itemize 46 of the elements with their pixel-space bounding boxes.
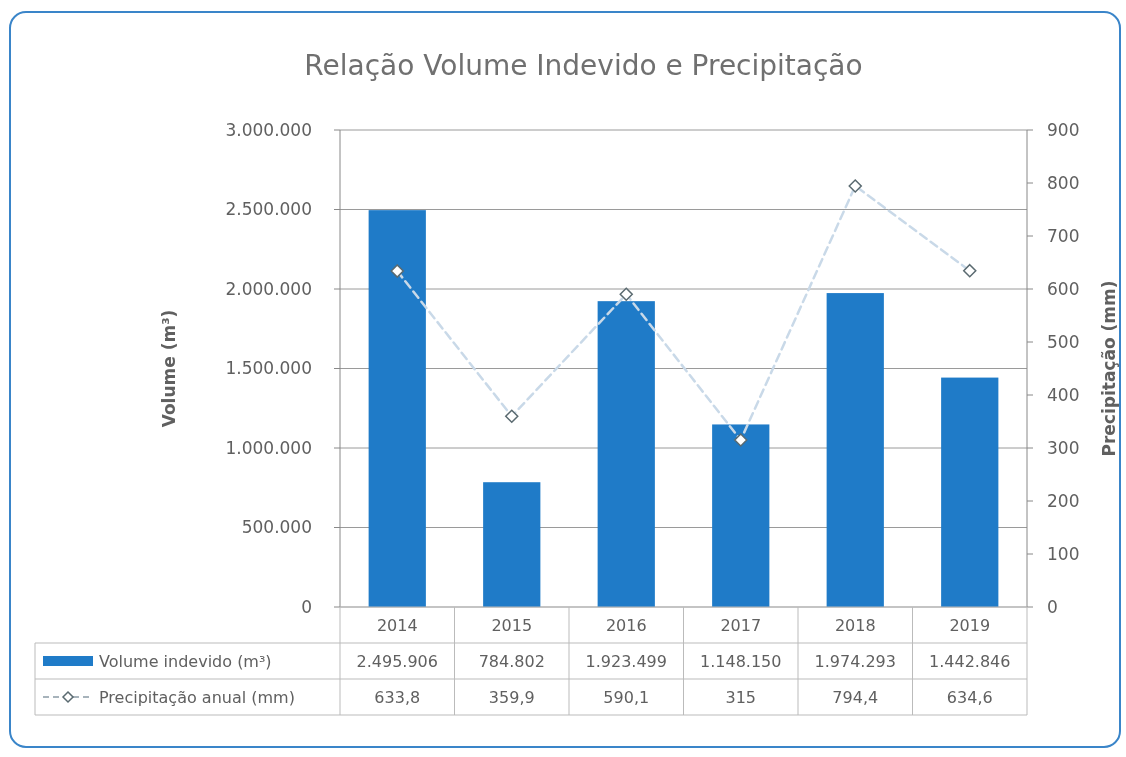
data-label: 794,4 <box>832 687 879 707</box>
legend-label: Precipitação anual (mm) <box>99 687 295 707</box>
y2-tick-label: 200 <box>1047 490 1080 511</box>
data-label: 784.802 <box>478 651 545 671</box>
y2-tick-label: 0 <box>1047 596 1058 617</box>
bar <box>941 377 999 607</box>
y2-tick-label: 600 <box>1047 278 1080 299</box>
y2-tick-label: 700 <box>1047 225 1080 246</box>
data-label: 2.495.906 <box>356 651 438 671</box>
data-label: 359,9 <box>488 687 535 707</box>
x-tick-label: 2019 <box>949 615 991 635</box>
chart-title: Relação Volume Indevido e Precipitação <box>304 49 863 82</box>
x-tick-label: 2018 <box>834 615 876 635</box>
y2-tick-label: 800 <box>1047 172 1080 193</box>
data-label: 1.923.499 <box>585 651 667 671</box>
data-label: 590,1 <box>603 687 650 707</box>
data-label: 1.442.846 <box>929 651 1011 671</box>
x-tick-label: 2016 <box>605 615 647 635</box>
data-label: 1.148.150 <box>700 651 782 671</box>
y2-axis-title: Precipitação (mm) <box>1099 280 1119 457</box>
y-tick-label: 500.000 <box>241 517 312 538</box>
data-label: 633,8 <box>374 687 421 707</box>
y-tick-label: 0 <box>301 596 312 617</box>
x-tick-label: 2017 <box>720 615 762 635</box>
data-label: 1.974.293 <box>814 651 896 671</box>
bar <box>483 482 541 607</box>
y-tick-label: 3.000.000 <box>225 119 312 140</box>
y2-tick-label: 300 <box>1047 437 1080 458</box>
bar <box>712 424 770 607</box>
y-tick-label: 1.500.000 <box>225 358 312 379</box>
data-label: 634,6 <box>946 687 993 707</box>
y-tick-label: 2.000.000 <box>225 278 312 299</box>
y-tick-label: 1.000.000 <box>225 437 312 458</box>
data-label: 315 <box>725 687 757 707</box>
y2-tick-label: 100 <box>1047 543 1080 564</box>
legend-label: Volume indevido (m³) <box>99 651 272 671</box>
bar <box>368 210 426 607</box>
y2-tick-label: 900 <box>1047 119 1080 140</box>
y-tick-label: 2.500.000 <box>225 199 312 220</box>
x-tick-label: 2015 <box>491 615 533 635</box>
bar <box>826 293 884 607</box>
y-axis-title: Volume (m³) <box>159 309 179 428</box>
y2-tick-label: 500 <box>1047 331 1080 352</box>
x-tick-label: 2014 <box>376 615 418 635</box>
y2-tick-label: 400 <box>1047 384 1080 405</box>
bar <box>597 301 655 607</box>
